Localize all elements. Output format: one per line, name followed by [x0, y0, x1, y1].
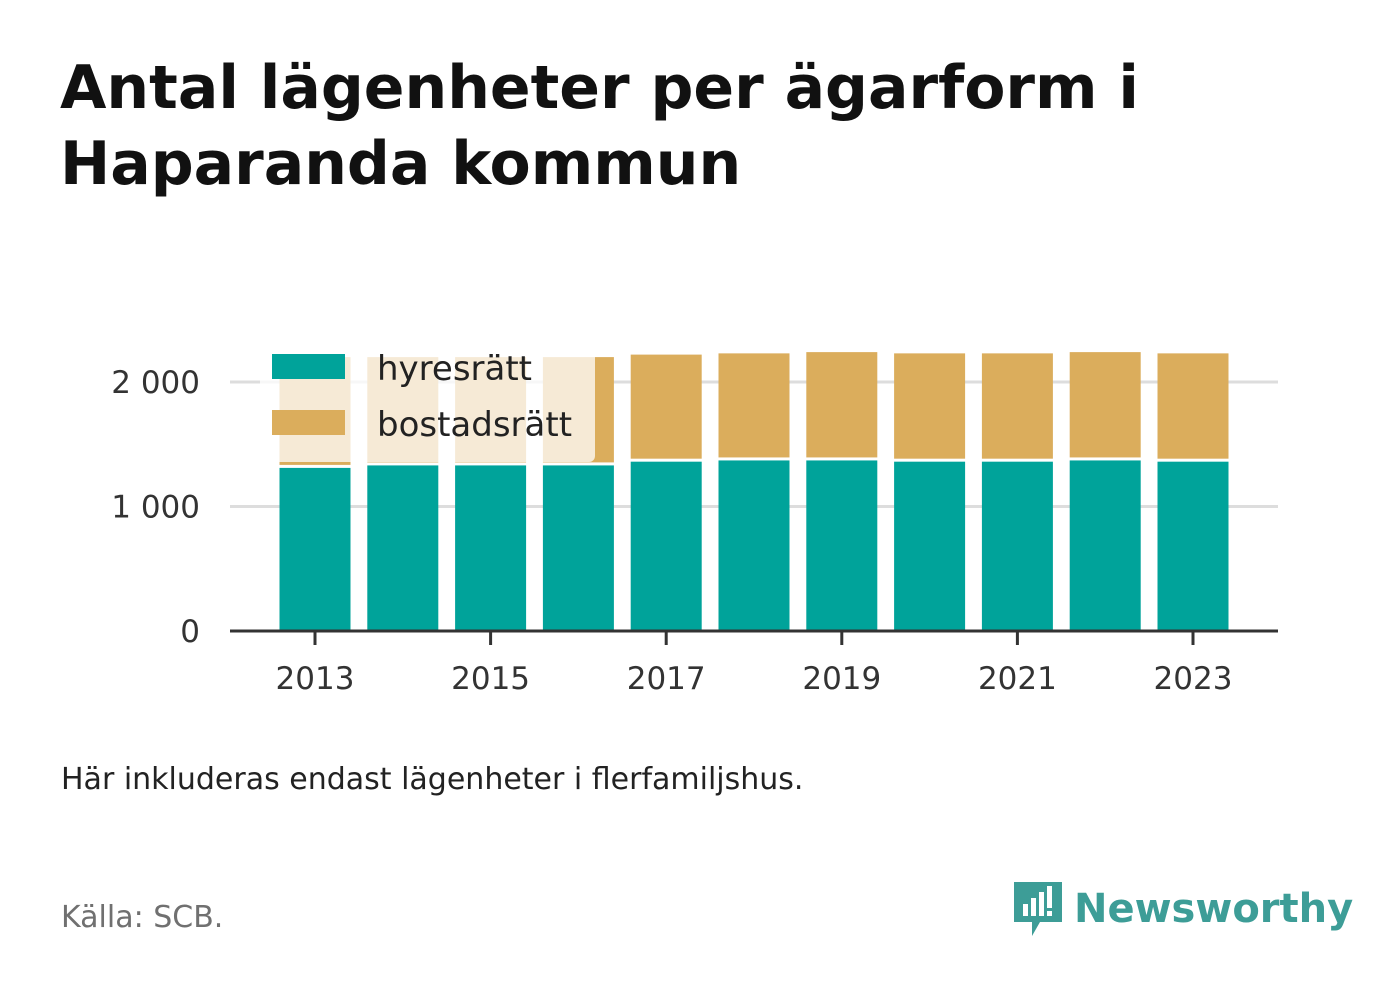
legend-swatch [272, 354, 345, 379]
x-tick-label: 2023 [1154, 661, 1233, 697]
bar-bostadsratt [718, 353, 790, 458]
bar-hyresratt [1069, 460, 1141, 631]
legend-label: bostadsrätt [377, 405, 572, 445]
legend-swatch [272, 410, 345, 435]
newsworthy-logo[interactable]: Newsworthy [1010, 878, 1353, 940]
bar-bostadsratt [806, 352, 878, 458]
bar-hyresratt [455, 465, 527, 631]
bar-bostadsratt [1069, 352, 1141, 458]
x-tick-label: 2019 [802, 661, 881, 697]
x-tick-label: 2015 [451, 661, 530, 697]
y-tick-label: 1 000 [111, 490, 200, 526]
bar-hyresratt [1157, 461, 1229, 631]
bar-hyresratt [981, 461, 1053, 631]
x-tick-label: 2013 [276, 661, 355, 697]
bar-hyresratt [718, 460, 790, 631]
bar-hyresratt [279, 467, 351, 631]
y-tick-label: 2 000 [111, 365, 200, 401]
bar-hyresratt [806, 460, 878, 631]
bar-hyresratt [367, 465, 439, 631]
bar-hyresratt [630, 461, 702, 631]
bar-bostadsratt [981, 353, 1053, 459]
chart-note: Här inkluderas endast lägenheter i flerf… [61, 762, 804, 797]
bar-bostadsratt [894, 353, 966, 459]
brand-name: Newsworthy [1074, 886, 1354, 932]
axes: 0 1 000 2 000 2013 2015 2017 2019 2021 2023 [111, 365, 1278, 697]
x-tick-label: 2021 [978, 661, 1057, 697]
bar-bostadsratt [1157, 353, 1229, 459]
bar-bostadsratt [630, 354, 702, 459]
y-tick-label: 0 [180, 614, 200, 650]
stacked-bar-chart: 0 1 000 2 000 2013 2015 2017 2019 2021 2023 hyre… [111, 340, 1278, 697]
bar-hyresratt [894, 461, 966, 631]
chart-title: Antal lägenheter per ägarform i Haparand… [60, 53, 1139, 199]
bar-hyresratt [542, 465, 614, 631]
newsworthy-logo-icon [1014, 882, 1062, 936]
legend: hyresrätt bostadsrätt [260, 340, 595, 462]
source-text: Källa: SCB. [61, 900, 224, 935]
legend-label: hyresrätt [377, 349, 532, 389]
x-tick-label: 2017 [627, 661, 706, 697]
